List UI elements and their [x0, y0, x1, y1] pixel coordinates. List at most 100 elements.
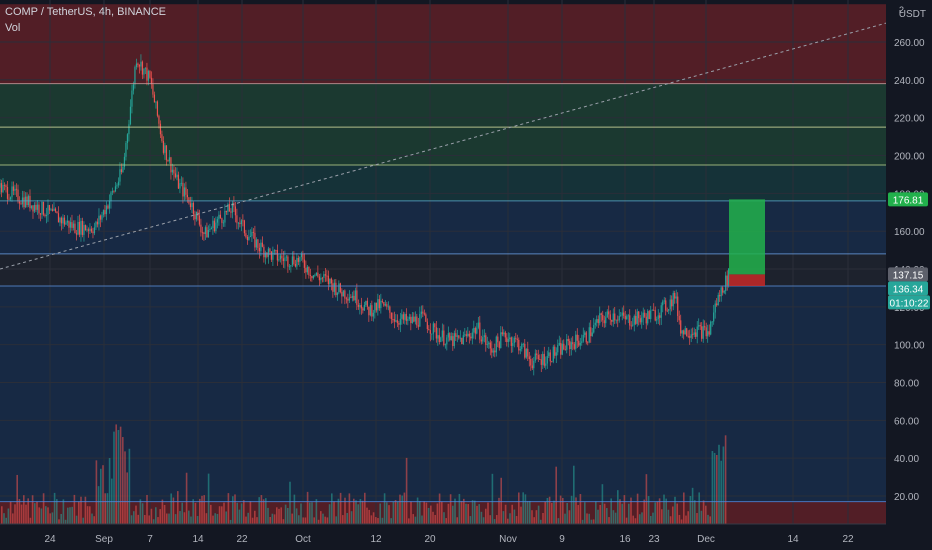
volume-bar	[273, 514, 276, 524]
candle-body	[48, 205, 51, 211]
volume-bar	[526, 501, 529, 524]
candle-body	[422, 311, 424, 314]
volume-bar	[311, 502, 313, 524]
candle-body	[384, 304, 386, 306]
candle-body	[689, 336, 691, 338]
volume-bar	[84, 496, 87, 524]
volume-bar	[355, 500, 357, 524]
volume-bar	[243, 500, 245, 524]
candle-body	[291, 256, 293, 266]
volume-bar	[300, 503, 302, 524]
candle-body	[0, 183, 1, 188]
price-tick-label: 200.00	[894, 152, 925, 163]
candle-body	[83, 225, 85, 235]
volume-bar	[42, 493, 45, 524]
candle-body	[200, 224, 202, 233]
candle-body	[468, 333, 470, 337]
candle-body	[572, 342, 574, 345]
time-tick-label: 14	[787, 534, 799, 545]
candle-body	[297, 257, 299, 262]
candle-body	[449, 333, 451, 341]
candle-body	[63, 217, 66, 225]
volume-bar	[465, 503, 467, 524]
candle-body	[591, 332, 593, 337]
candle-body	[237, 222, 240, 224]
candle-body	[455, 333, 457, 337]
time-tick-label: 20	[424, 534, 436, 545]
candle-body	[528, 356, 530, 360]
volume-bar	[20, 504, 23, 524]
candle-body	[159, 123, 162, 135]
volume-bar	[60, 513, 62, 524]
volume-bar	[634, 518, 637, 524]
price-label: 176.81	[893, 195, 924, 206]
candle-body	[263, 246, 265, 258]
volume-bar	[313, 517, 315, 524]
candle-body	[303, 259, 305, 268]
candle-body	[405, 314, 407, 321]
candle-body	[516, 338, 518, 340]
candle-body	[440, 337, 442, 342]
volume-bar	[192, 499, 194, 524]
candle-body	[59, 217, 61, 223]
volume-bar	[595, 501, 597, 524]
candle-body	[567, 339, 569, 341]
volume-bar	[584, 502, 586, 524]
volume-bar	[315, 499, 318, 524]
candle-body	[11, 186, 13, 198]
candle-body	[156, 101, 159, 116]
candle-body	[615, 319, 617, 321]
candle-body	[354, 290, 356, 301]
volume-bar	[716, 455, 718, 524]
volume-indicator-label[interactable]: Vol	[5, 22, 21, 34]
volume-bar	[157, 517, 159, 524]
candle-body	[107, 205, 109, 209]
candle-body	[327, 275, 329, 285]
candle-body	[261, 242, 263, 247]
volume-bar	[73, 494, 76, 524]
volume-bar	[38, 507, 40, 524]
candle-body	[648, 311, 650, 320]
volume-bar	[577, 505, 579, 524]
candle-body	[345, 298, 347, 300]
volume-bar	[269, 517, 271, 524]
price-tick-label: 40.00	[894, 454, 919, 465]
candle-body	[138, 65, 141, 67]
time-tick-label: 14	[192, 534, 204, 545]
candle-body	[678, 315, 680, 321]
candle-body	[392, 319, 394, 320]
volume-bar	[375, 517, 377, 524]
countdown-box	[888, 295, 930, 310]
volume-bar	[262, 499, 265, 524]
volume-bar	[537, 505, 540, 524]
candle-body	[666, 310, 668, 312]
candle-body	[594, 322, 596, 326]
volume-bar	[108, 457, 111, 524]
candle-body	[510, 337, 512, 346]
candle-body	[701, 326, 703, 339]
volume-bar	[58, 519, 60, 524]
candle-body	[141, 61, 144, 75]
candle-body	[608, 311, 610, 315]
candle-body	[194, 214, 196, 220]
bar-countdown: 01:10:22	[890, 298, 929, 309]
volume-bar	[62, 499, 65, 524]
volume-bar	[214, 513, 216, 524]
candle-body	[375, 302, 377, 311]
candle-body	[462, 335, 464, 345]
price-tick-label: 220.00	[894, 114, 925, 125]
candle-body	[372, 312, 374, 317]
candle-body	[651, 309, 653, 311]
volume-bar	[658, 498, 661, 524]
volume-bar	[645, 474, 648, 524]
candle-body	[122, 166, 124, 173]
volume-bar	[628, 503, 630, 524]
candle-body	[476, 327, 478, 334]
volume-bar	[667, 509, 670, 524]
volume-bar	[575, 497, 577, 524]
candle-body	[681, 330, 683, 334]
candle-body	[581, 341, 583, 343]
candle-body	[432, 323, 434, 334]
